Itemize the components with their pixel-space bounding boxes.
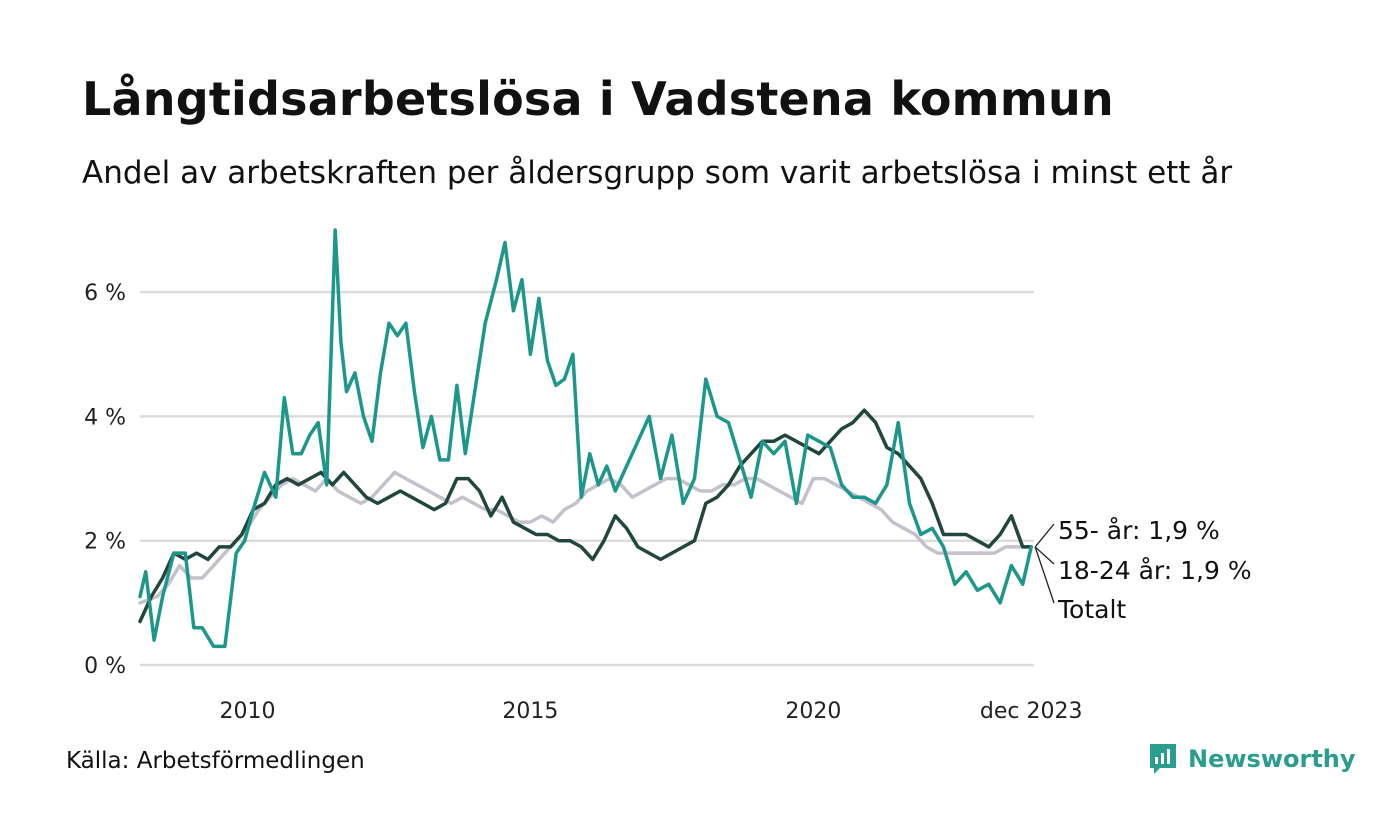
y-tick-label: 6 %: [84, 281, 126, 306]
y-tick-label: 2 %: [84, 530, 126, 555]
y-tick-label: 0 %: [84, 654, 126, 679]
y-tick-label: 4 %: [84, 405, 126, 430]
end-label: 55- år: 1,9 %: [1058, 516, 1220, 545]
x-tick-label: 2010: [220, 699, 276, 724]
series-line-55-r: [138, 408, 1033, 624]
source-note: Källa: Arbetsförmedlingen: [66, 748, 365, 774]
label-leader: [1034, 546, 1055, 565]
series-line-totalt: [138, 470, 1033, 605]
brand-logo: Newsworthy: [1148, 742, 1356, 776]
x-tick-label: dec 2023: [980, 699, 1083, 724]
label-leader: [1034, 546, 1055, 604]
brand-name: Newsworthy: [1188, 745, 1356, 773]
y-axis: 0 % 2 % 4 % 6 %: [84, 281, 126, 679]
x-axis: 2010 2015 2020 dec 2023: [220, 699, 1083, 724]
chart-subtitle: Andel av arbetskraften per åldersgrupp s…: [82, 155, 1233, 191]
series-lines: [138, 228, 1033, 649]
end-label: 18-24 år: 1,9 %: [1058, 556, 1252, 585]
chart-title: Långtidsarbetslösa i Vadstena kommun: [82, 72, 1114, 126]
end-label: Totalt: [1057, 595, 1126, 624]
end-labels: 55- år: 1,9 % 18-24 år: 1,9 % Totalt: [1034, 516, 1252, 624]
gridlines: [140, 290, 1034, 667]
label-leader: [1034, 523, 1055, 548]
series-line-18-24-r: [138, 228, 1033, 649]
x-tick-label: 2020: [785, 699, 841, 724]
x-tick-label: 2015: [502, 699, 558, 724]
bar-chart-icon: [1150, 744, 1176, 774]
